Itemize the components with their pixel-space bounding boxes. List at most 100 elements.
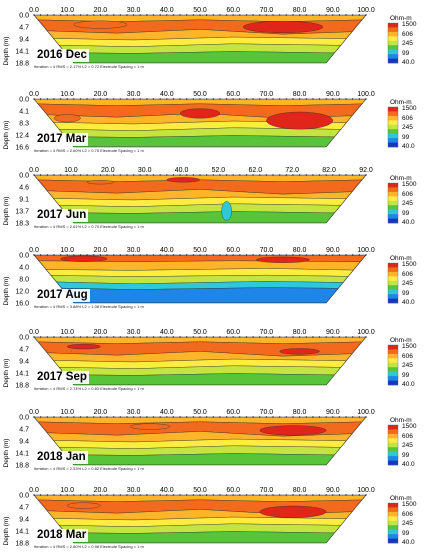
colorbar-swatch [388,183,398,188]
resistivity-layers [34,99,366,147]
depth-tick-label: 12.0 [15,289,29,296]
electrode-marker [245,98,248,100]
electrode-marker [139,336,141,338]
x-tick-label: 70.0 [260,329,274,336]
electrode-marker [265,174,268,176]
resistivity-layers [34,15,366,63]
electrode-marker [53,494,55,496]
colorbar-swatch [388,516,398,522]
x-tick-label: 70.0 [260,91,274,98]
high-resistivity-zone [259,425,327,436]
electrode-marker [225,174,228,176]
electrode-marker [272,254,274,256]
x-tick-label: 90.0 [326,7,340,14]
electrode-marker [265,336,268,338]
electrode-marker [305,254,307,256]
electrode-marker [33,494,35,496]
electrode-marker [239,98,241,100]
electrode-marker [285,174,287,176]
electrode-marker [146,336,148,338]
electrode-marker [126,254,128,256]
electrode-marker [352,416,354,418]
electrode-marker [265,254,268,256]
depth-tick-label: 9.4 [19,439,29,446]
electrode-marker [332,494,334,496]
high-resistivity-zone [243,21,323,33]
colorbar-tick-label: 40.0 [402,219,415,226]
colorbar-tick-label: 245 [402,200,413,207]
electrode-marker [212,174,214,176]
x-tick-label: 20.0 [94,409,108,416]
electrode-marker [199,336,201,338]
electrode-marker [358,14,361,16]
colorbar-swatch [388,40,398,46]
electrode-marker [239,416,241,418]
electrode-marker [119,336,122,338]
x-tick-label: 80.0 [293,91,307,98]
depth-tick-label: 12.4 [15,133,29,140]
depth-tick-label: 14.1 [15,451,29,458]
x-tick-label: 100.0 [357,247,375,254]
electrode-marker [259,98,261,100]
high-resistivity-zone [279,348,320,355]
colorbar-swatch [388,451,398,457]
pseudosection-panel: 0.0 10.0 20.0 30.0 40.0 52.0 62.0 72.0 82.0 92.0 0… [0,164,428,234]
colorbar-tick-label: 606 [402,510,413,518]
x-tick-label: 80.0 [293,7,307,14]
colorbar-swatch [388,294,398,299]
electrode-marker [239,254,241,256]
electrode-marker [86,98,88,100]
electrode-marker [365,174,367,176]
x-tick-label: 60.0 [226,487,240,494]
survey-date-label: 2017 Jun [35,209,89,222]
electrode-marker [186,14,188,16]
electrode-marker [86,174,88,176]
electrode-marker [186,416,188,418]
electrode-marker [272,98,274,100]
electrode-marker [192,336,195,338]
electrode-marker [119,416,122,418]
layer-deep [34,135,366,147]
electrode-marker [245,336,248,338]
electrode-marker [252,174,254,176]
pseudosection-svg: 0.0 10.0 20.0 30.0 40.0 50.0 60.0 70.0 80.0 90.0 1… [3,409,375,471]
electrode-marker [172,174,175,176]
electrode-marker [345,98,347,100]
colorbar-tick-label: 245 [402,40,413,47]
electrode-marker [259,416,261,418]
electrode-marker [53,336,55,338]
colorbar-tick-label: 245 [402,442,413,449]
electrode-marker [265,14,268,16]
electrode-marker [252,254,254,256]
electrode-marker [33,14,35,16]
electrode-marker [332,174,334,176]
electrode-marker [166,336,168,338]
electrode-marker [219,336,221,338]
x-tick-label: 50.0 [193,7,207,14]
electrode-marker [126,174,128,176]
resistive-lens [67,502,101,509]
electrode-marker [279,174,281,176]
x-tick-label: 100.0 [357,91,375,98]
electrode-marker [285,254,287,256]
colorbar-tick-label: 99 [402,289,410,297]
x-tick-label: 10.0 [60,329,74,336]
electrode-marker [59,14,62,16]
electrode-marker [159,494,161,496]
electrode-marker [139,494,141,496]
colorbar-unit: Ohm-m [390,15,412,22]
depth-tick-label: 9.4 [19,517,29,524]
colorbar-swatch [388,534,398,539]
electrode-marker [352,254,354,256]
pseudosection-panel: 0.0 10.0 20.0 30.0 40.0 50.0 60.0 70.0 80.0 90.0 1… [0,244,428,314]
x-tick-label: 30.0 [127,91,141,98]
depth-tick-label: 9.4 [19,359,29,366]
electrode-marker [179,416,181,418]
electrode-marker [139,174,141,176]
depth-axis-label: Depth (m) [3,359,10,388]
colorbar-swatch [388,529,398,535]
colorbar-swatch [388,124,398,130]
electrode-marker [66,416,68,418]
electrode-marker [132,14,135,16]
colorbar-unit: Ohm-m [390,175,412,182]
